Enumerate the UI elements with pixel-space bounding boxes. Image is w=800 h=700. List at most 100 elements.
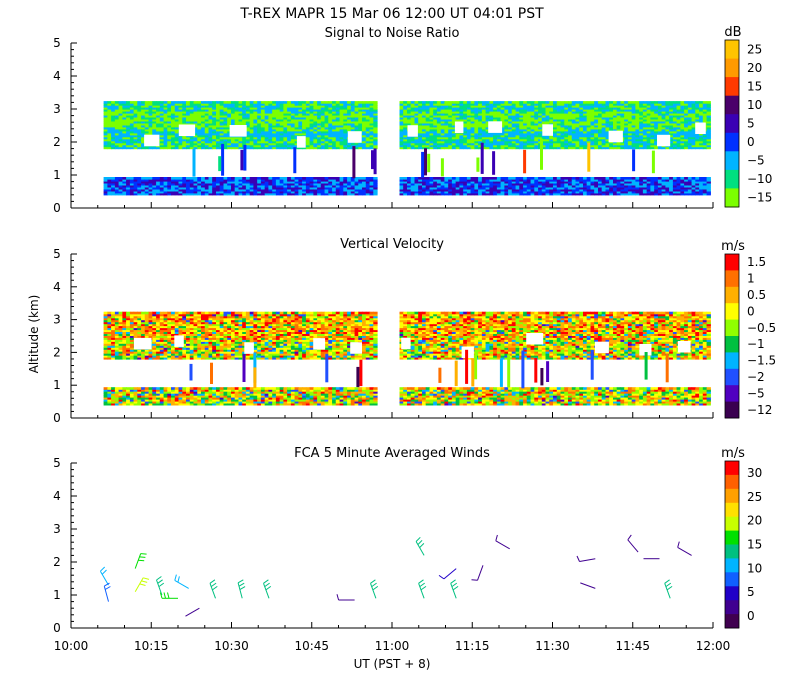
heatmap-cell xyxy=(579,188,584,192)
heatmap-cell xyxy=(541,142,547,146)
heatmap-cell xyxy=(152,103,157,106)
heatmap-cell xyxy=(111,186,116,190)
heatmap-cell xyxy=(481,190,487,194)
heatmap-cell xyxy=(227,111,232,114)
heatmap-cell xyxy=(272,190,277,194)
heatmap-cell xyxy=(182,140,187,144)
heatmap-cell xyxy=(156,177,161,180)
heatmap-cell xyxy=(238,114,243,118)
heatmap-cell xyxy=(418,177,423,180)
heatmap-cell xyxy=(216,144,221,148)
heatmap-cell xyxy=(523,130,528,134)
heatmap-cell xyxy=(204,122,210,126)
heatmap-cell xyxy=(635,188,640,192)
heatmap-cell xyxy=(414,122,419,126)
heatmap-cell xyxy=(309,142,314,146)
heatmap-cell xyxy=(111,184,116,188)
heatmap-cell xyxy=(627,140,633,144)
heatmap-cell xyxy=(201,109,206,112)
heatmap-cell xyxy=(111,180,116,184)
heatmap-cell xyxy=(631,182,636,186)
heatmap-cell xyxy=(504,182,509,186)
heatmap-cell xyxy=(279,182,284,186)
heatmap-cell xyxy=(650,126,655,130)
heatmap-cell xyxy=(350,126,356,130)
heatmap-cell xyxy=(598,177,603,180)
heatmap-cell xyxy=(245,140,251,144)
heatmap-cell xyxy=(526,190,532,194)
heatmap-cell xyxy=(534,136,539,140)
heatmap-cell xyxy=(320,109,326,112)
heatmap-cell xyxy=(201,188,206,192)
heatmap-cell xyxy=(332,128,337,132)
heatmap-cell xyxy=(264,124,269,128)
heatmap-cell xyxy=(186,184,191,188)
heatmap-cell xyxy=(182,184,187,188)
heatmap-cell xyxy=(275,132,281,136)
heatmap-cell xyxy=(627,146,633,150)
heatmap-cell xyxy=(672,126,678,130)
heatmap-cell xyxy=(178,142,183,146)
heatmap-cell xyxy=(197,118,202,122)
heatmap-cell xyxy=(328,182,333,186)
heatmap-cell xyxy=(167,138,172,142)
heatmap-cell xyxy=(354,111,359,114)
heatmap-cell xyxy=(343,111,348,114)
heatmap-cell xyxy=(309,190,314,194)
heatmap-cell xyxy=(478,122,483,126)
heatmap-cell xyxy=(650,122,655,126)
heatmap-cell xyxy=(197,130,202,134)
heatmap-cell xyxy=(294,138,299,142)
heatmap-cell xyxy=(107,103,112,106)
heatmap-cell xyxy=(305,192,311,196)
heatmap-cell xyxy=(350,111,356,114)
heatmap-cell xyxy=(275,138,281,142)
heatmap-cell xyxy=(598,109,603,112)
heatmap-cell xyxy=(309,107,314,110)
heatmap-cell xyxy=(466,128,472,132)
heatmap-cell xyxy=(646,111,651,114)
heatmap-cell xyxy=(407,113,412,116)
heatmap-cell xyxy=(148,107,153,110)
heatmap-cell xyxy=(365,146,371,150)
heatmap-cell xyxy=(114,122,120,126)
heatmap-cell xyxy=(167,111,172,114)
heatmap-cell xyxy=(609,113,614,116)
heatmap-cell xyxy=(126,113,131,116)
heatmap-cell xyxy=(118,186,123,190)
heatmap-cell xyxy=(148,132,153,136)
heatmap-cell xyxy=(470,116,475,120)
heatmap-cell xyxy=(156,124,161,128)
heatmap-cell xyxy=(332,109,337,112)
heatmap-cell xyxy=(287,177,292,180)
heatmap-cell xyxy=(189,138,195,142)
heatmap-cell xyxy=(519,120,524,124)
heatmap-cell xyxy=(362,114,367,118)
heatmap-cell xyxy=(568,103,573,106)
heatmap-cell xyxy=(523,136,528,140)
heatmap-cell xyxy=(245,107,251,110)
heatmap-cell xyxy=(646,116,651,120)
heatmap-cell xyxy=(526,113,532,116)
heatmap-cell xyxy=(519,118,524,122)
heatmap-cell xyxy=(474,144,479,148)
heatmap-cell xyxy=(601,188,606,192)
heatmap-cell xyxy=(186,192,191,196)
heatmap-cell xyxy=(601,107,606,110)
heatmap-cell xyxy=(500,124,505,128)
heatmap-cell xyxy=(639,116,644,120)
heatmap-cell xyxy=(657,182,663,186)
heatmap-cell xyxy=(373,101,378,104)
heatmap-cell xyxy=(699,179,704,182)
heatmap-cell xyxy=(665,118,670,122)
heatmap-cell xyxy=(216,180,221,184)
heatmap-cell xyxy=(672,114,678,118)
heatmap-cell xyxy=(620,126,625,130)
heatmap-cell xyxy=(448,124,453,128)
heatmap-cell xyxy=(253,134,258,138)
heatmap-cell xyxy=(635,182,640,186)
heatmap-cell xyxy=(635,134,640,138)
heatmap-cell xyxy=(627,132,633,136)
heatmap-cell xyxy=(676,122,681,126)
heatmap-cell xyxy=(118,114,123,118)
